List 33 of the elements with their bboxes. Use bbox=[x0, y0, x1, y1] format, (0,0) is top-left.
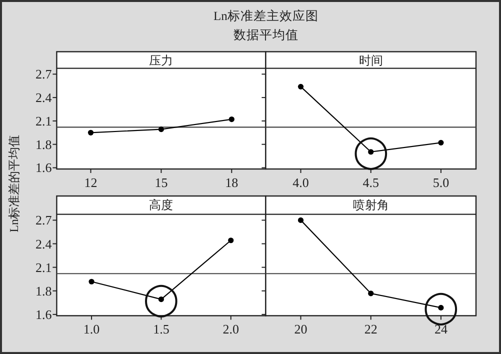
chart-title: Ln标准差主效应图 bbox=[214, 8, 318, 23]
x-tick-label: 4.0 bbox=[292, 175, 309, 190]
x-tick-label: 5.0 bbox=[432, 175, 450, 190]
y-tick-label: 2.1 bbox=[35, 260, 52, 275]
point bbox=[228, 238, 234, 244]
y-tick-label: 1.8 bbox=[35, 136, 52, 152]
x-tick-label: 4.5 bbox=[362, 175, 379, 190]
y-tick-label: 2.7 bbox=[35, 212, 52, 228]
x-tick-label: 20 bbox=[294, 322, 308, 337]
point bbox=[88, 130, 94, 136]
y-tick-label: 2.1 bbox=[35, 113, 52, 128]
point bbox=[228, 116, 234, 122]
y-tick-label: 1.6 bbox=[35, 306, 52, 322]
legend-title: 喷射角 bbox=[352, 198, 389, 212]
y-tick-label: 2.4 bbox=[35, 236, 52, 252]
legend-title: 高度 bbox=[149, 198, 174, 212]
x-tick-label: 15 bbox=[154, 175, 168, 190]
y-tick-label: 1.6 bbox=[35, 160, 52, 176]
x-tick-label: 12 bbox=[84, 175, 98, 190]
chart-subtitle: 数据平均值 bbox=[234, 28, 298, 42]
x-tick-label: 18 bbox=[225, 175, 238, 190]
y-tick-label: 1.8 bbox=[35, 283, 52, 298]
y-tick-label: 2.4 bbox=[35, 90, 52, 106]
x-tick-label: 22 bbox=[364, 322, 378, 337]
point bbox=[158, 126, 164, 132]
y-axis-title: Ln标准差的平均值 bbox=[7, 135, 21, 232]
y-tick-label: 2.7 bbox=[35, 66, 52, 82]
point bbox=[88, 278, 94, 284]
x-tick-label: 2.0 bbox=[222, 322, 239, 337]
legend-title: 压力 bbox=[149, 54, 174, 68]
legend-title: 时间 bbox=[358, 54, 383, 68]
x-tick-label: 1.0 bbox=[83, 322, 100, 337]
x-tick-label: 1.5 bbox=[153, 322, 170, 337]
